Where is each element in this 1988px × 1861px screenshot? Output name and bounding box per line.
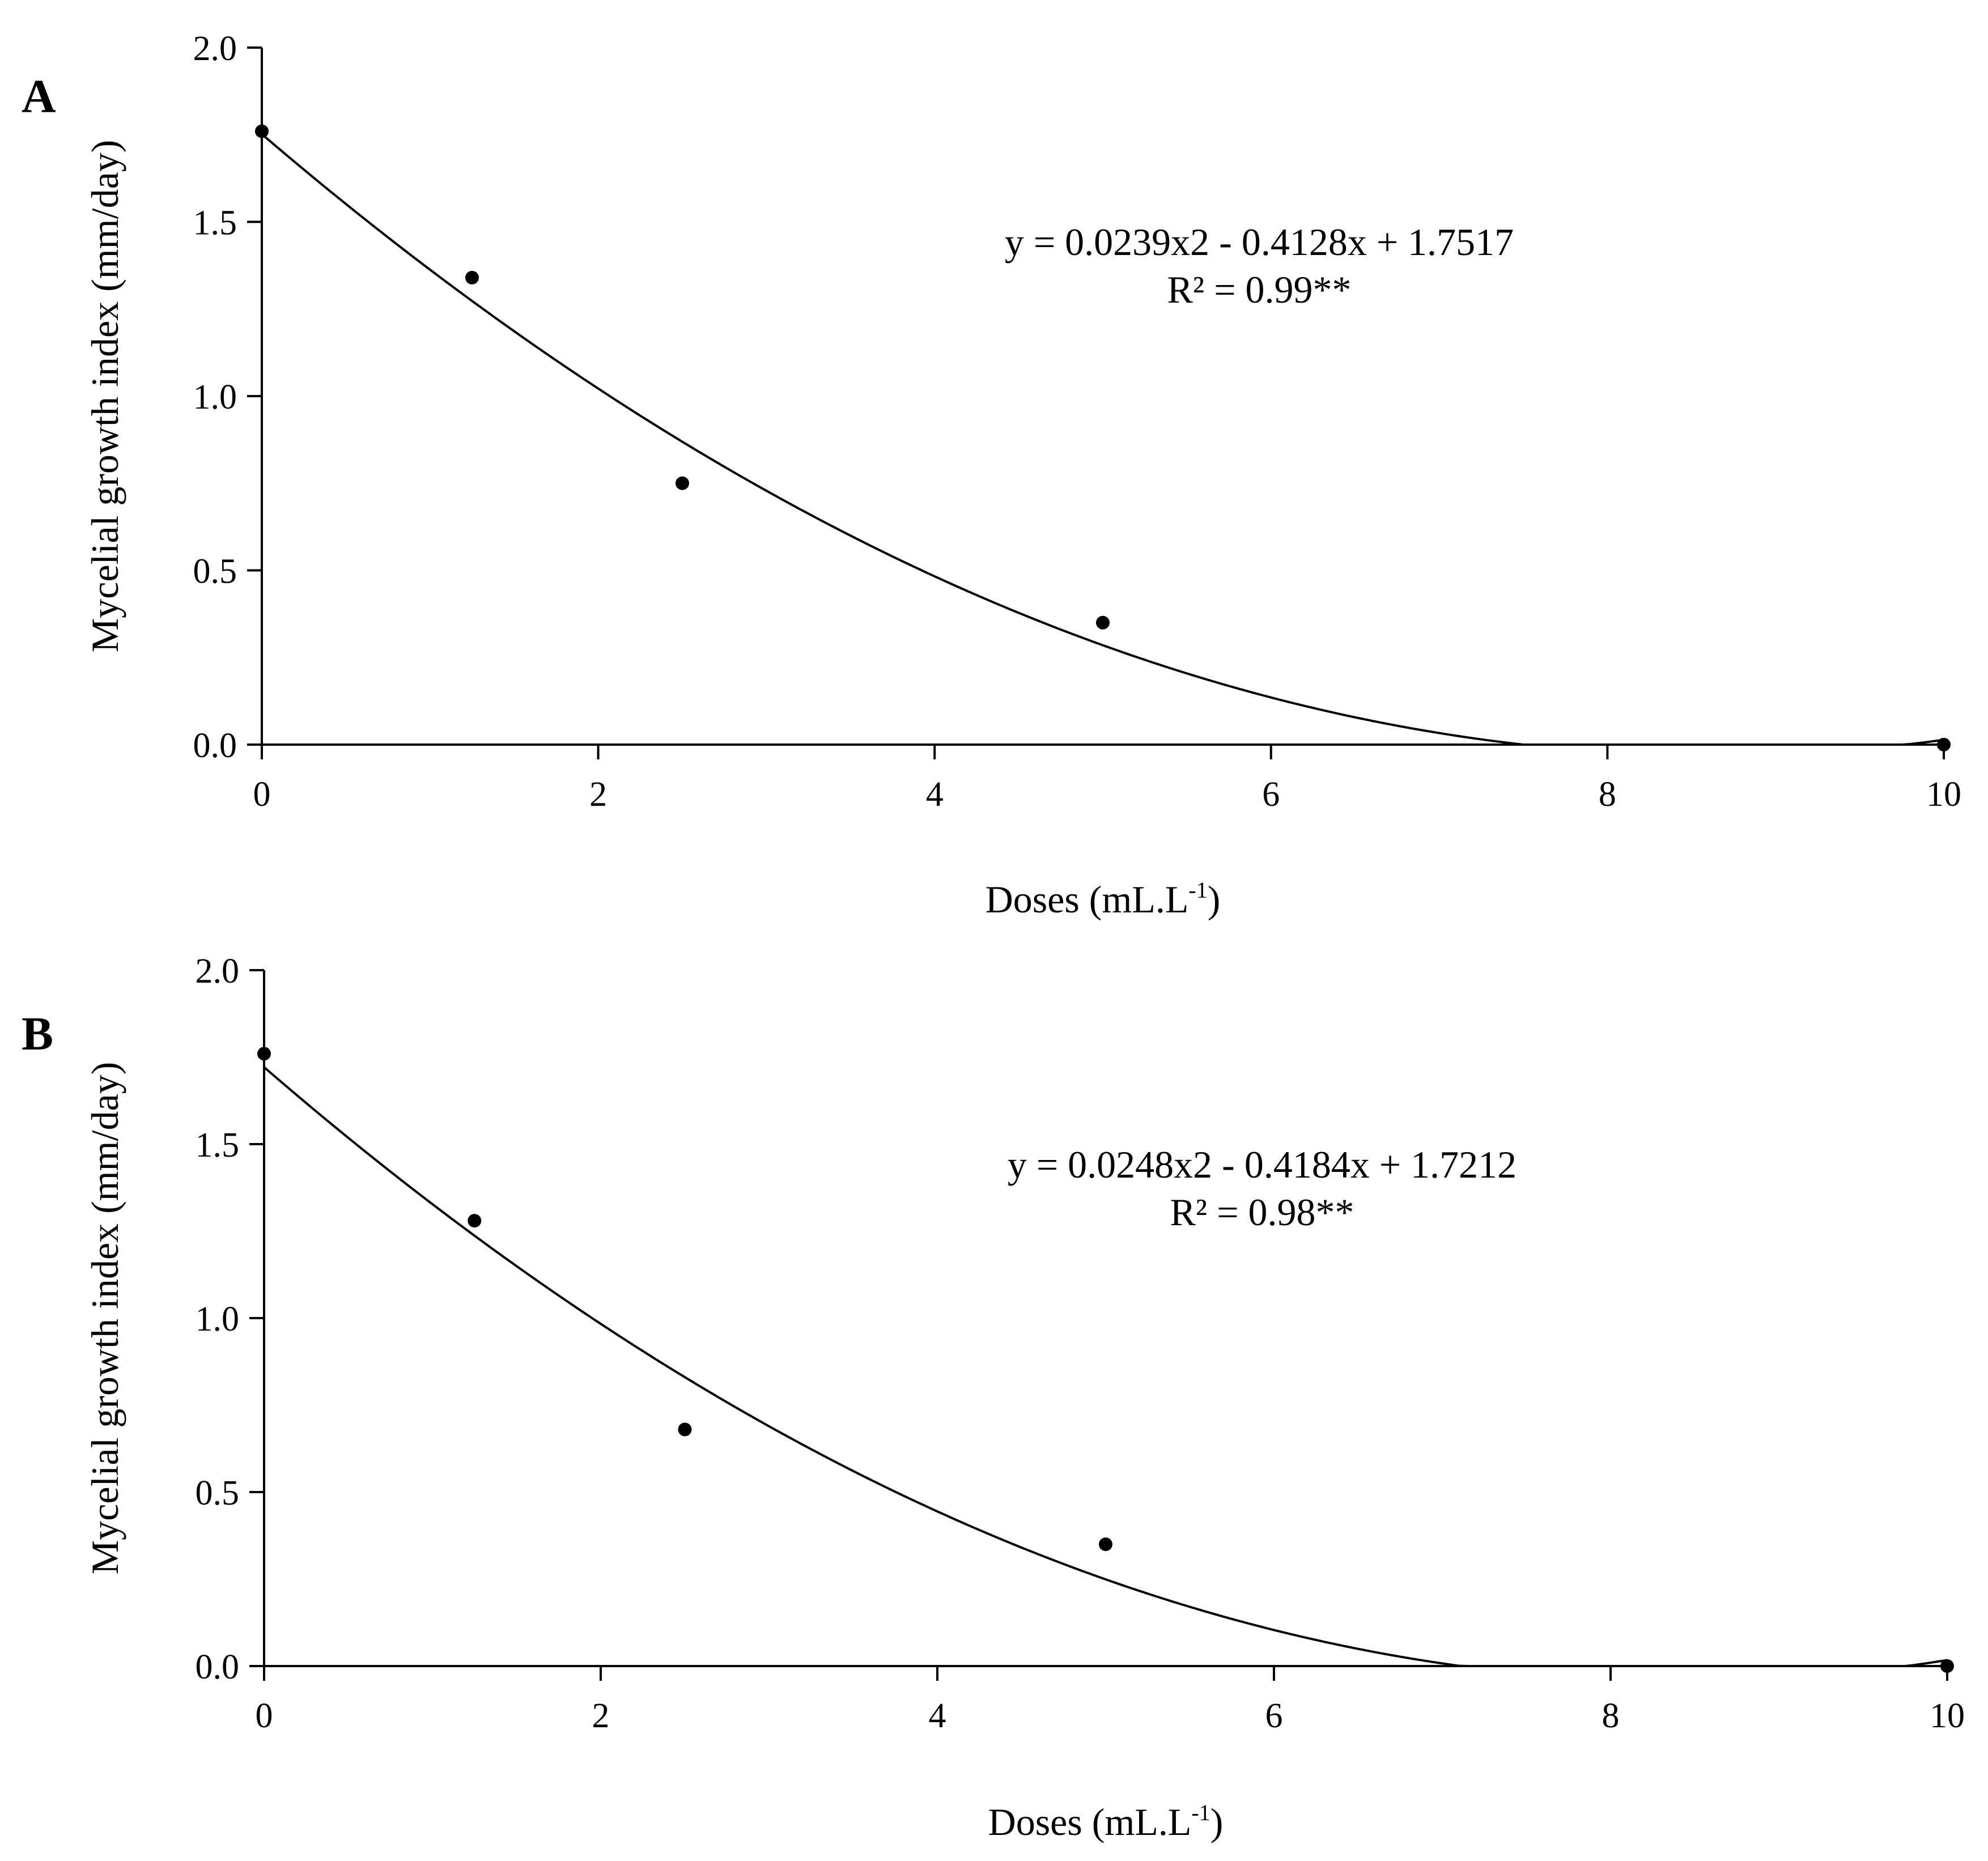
y-tick-label: 0.5 xyxy=(193,553,237,591)
data-point xyxy=(257,1047,271,1061)
x-axis-label-sup: -1 xyxy=(1188,877,1207,903)
x-axis-label-main: Doses (mL.L xyxy=(985,878,1189,921)
data-point xyxy=(465,270,479,284)
x-tick-label: 2 xyxy=(589,775,607,814)
r-squared-label: R² = 0.98** xyxy=(1170,1191,1354,1234)
data-point xyxy=(468,1214,482,1228)
data-point xyxy=(678,1422,692,1437)
x-axis-label-end: ) xyxy=(1208,878,1221,921)
fit-curve xyxy=(263,1066,1948,1667)
data-point xyxy=(1940,1659,1954,1673)
x-tick-label: 8 xyxy=(1602,1697,1620,1735)
x-axis-label: Doses (mL.L-1) xyxy=(985,877,1221,921)
chart-panel-a: 0.0 0.5 1.0 1.5 2.0 0 2 4 6 8 10 Mycelial growth in… xyxy=(22,29,1961,921)
y-tick-label: 1.0 xyxy=(193,378,237,417)
data-point xyxy=(1937,738,1951,751)
x-axis-label-sup: -1 xyxy=(1191,1800,1210,1825)
x-axis-label-end: ) xyxy=(1210,1800,1224,1843)
fit-curve xyxy=(261,133,1944,746)
x-tick-label: 4 xyxy=(929,1697,946,1735)
x-tick-label: 6 xyxy=(1265,1697,1283,1735)
data-point xyxy=(676,476,689,490)
y-tick-label: 0.5 xyxy=(196,1474,240,1512)
y-tick-label: 2.0 xyxy=(193,29,237,68)
x-tick-label: 0 xyxy=(256,1697,273,1735)
x-axis-label: Doses (mL.L-1) xyxy=(988,1800,1224,1843)
data-point xyxy=(1096,615,1110,630)
y-tick-label: 1.5 xyxy=(193,204,237,243)
y-tick-label: 0.0 xyxy=(196,1648,240,1686)
x-tick-label: 0 xyxy=(253,775,271,814)
data-point xyxy=(255,124,269,138)
y-tick-label: 1.5 xyxy=(196,1126,240,1165)
x-tick-label: 8 xyxy=(1599,775,1616,814)
y-tick-label: 1.0 xyxy=(196,1300,240,1339)
regression-equation: y = 0.0248x2 - 0.4184x + 1.7212 xyxy=(1008,1143,1517,1186)
x-tick-label: 4 xyxy=(926,775,944,814)
x-tick-label: 6 xyxy=(1262,775,1280,814)
y-tick-label: 0.0 xyxy=(193,726,237,765)
x-tick-label: 2 xyxy=(592,1697,610,1735)
regression-equation: y = 0.0239x2 - 0.4128x + 1.7517 xyxy=(1005,220,1514,264)
r-squared-label: R² = 0.99** xyxy=(1167,268,1351,311)
x-tick-label: 10 xyxy=(1926,775,1961,814)
y-axis-label: Mycelial growth index (mm/day) xyxy=(83,140,126,653)
x-axis-label-main: Doses (mL.L xyxy=(988,1800,1192,1843)
panel-label: A xyxy=(22,70,56,123)
data-point xyxy=(1099,1537,1112,1552)
x-tick-label: 10 xyxy=(1930,1697,1965,1735)
panel-label: B xyxy=(22,1008,53,1060)
y-axis-label: Mycelial growth index (mm/day) xyxy=(83,1062,126,1575)
chart-panel-b: 0.0 0.5 1.0 1.5 2.0 0 2 4 6 8 10 Mycelial growth in… xyxy=(22,952,1965,1843)
y-tick-label: 2.0 xyxy=(196,952,240,991)
